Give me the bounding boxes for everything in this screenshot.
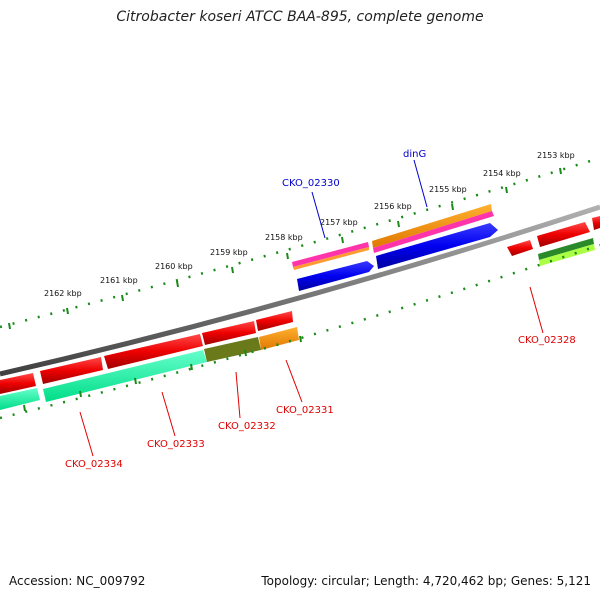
gene-cko-02328-red-b <box>537 222 590 247</box>
tick-label-2153: 2153 kbp <box>537 151 575 160</box>
gene-label-cko-02334[interactable]: CKO_02334 <box>65 459 123 470</box>
gene-right-edge-red <box>592 216 600 230</box>
gene-cko-02330-pink <box>292 242 369 267</box>
tick-label-2155: 2155 kbp <box>429 185 467 194</box>
reverse-genes <box>0 216 600 410</box>
gene-cko-02333-cyan <box>43 350 207 402</box>
gene-ding-blue <box>376 223 498 269</box>
tick-label-2157: 2157 kbp <box>320 218 358 227</box>
tick-label-2158: 2158 kbp <box>265 233 303 242</box>
gene-cko-02328-green-dark <box>538 238 594 260</box>
gene-ding-orange <box>372 204 492 248</box>
tick-label-2160: 2160 kbp <box>155 262 193 271</box>
outer-major-ticks <box>8 167 562 330</box>
tick-label-2161: 2161 kbp <box>100 276 138 285</box>
gene-label-cko-02333[interactable]: CKO_02333 <box>147 439 205 450</box>
tick-label-2162: 2162 kbp <box>44 289 82 298</box>
tick-label-2154: 2154 kbp <box>483 169 521 178</box>
tick-label-2156: 2156 kbp <box>374 202 412 211</box>
leader-lines-red <box>79 286 544 457</box>
gene-left-edge-cyan <box>0 388 40 410</box>
gene-cko-02331-red <box>256 311 293 331</box>
gene-cko-02328-red-a <box>507 240 533 256</box>
gene-cko-02331-orange <box>259 327 299 350</box>
forward-genes <box>292 204 498 291</box>
gene-left-edge-red <box>0 373 36 394</box>
gene-cko-02328-green-light <box>539 244 595 266</box>
gene-label-cko-02328[interactable]: CKO_02328 <box>518 335 576 346</box>
gene-label-cko-02330[interactable]: CKO_02330 <box>282 178 340 189</box>
gene-label-cko-02331[interactable]: CKO_02331 <box>276 405 334 416</box>
gene-ding-pink <box>373 211 494 253</box>
tick-label-2159: 2159 kbp <box>210 248 248 257</box>
genome-summary-text: Topology: circular; Length: 4,720,462 bp… <box>261 574 591 588</box>
genome-backbone <box>0 204 600 377</box>
inner-major-ticks <box>23 335 302 412</box>
inner-ruler <box>0 243 600 420</box>
gene-cko-02334-red <box>40 357 103 384</box>
map-title: Citrobacter koseri ATCC BAA-895, complet… <box>116 9 484 25</box>
gene-cko-02330-blue <box>297 261 374 291</box>
gene-cko-02332-red <box>202 321 256 345</box>
gene-cko-02332-olive <box>204 337 261 362</box>
accession-text: Accession: NC_009792 <box>9 574 146 588</box>
gene-label-ding[interactable]: dinG <box>403 149 426 160</box>
gene-cko-02333-red <box>104 334 203 369</box>
gene-label-cko-02332[interactable]: CKO_02332 <box>218 421 276 432</box>
gene-cko-02330-orange <box>293 247 369 270</box>
leader-lines-blue <box>311 159 428 239</box>
